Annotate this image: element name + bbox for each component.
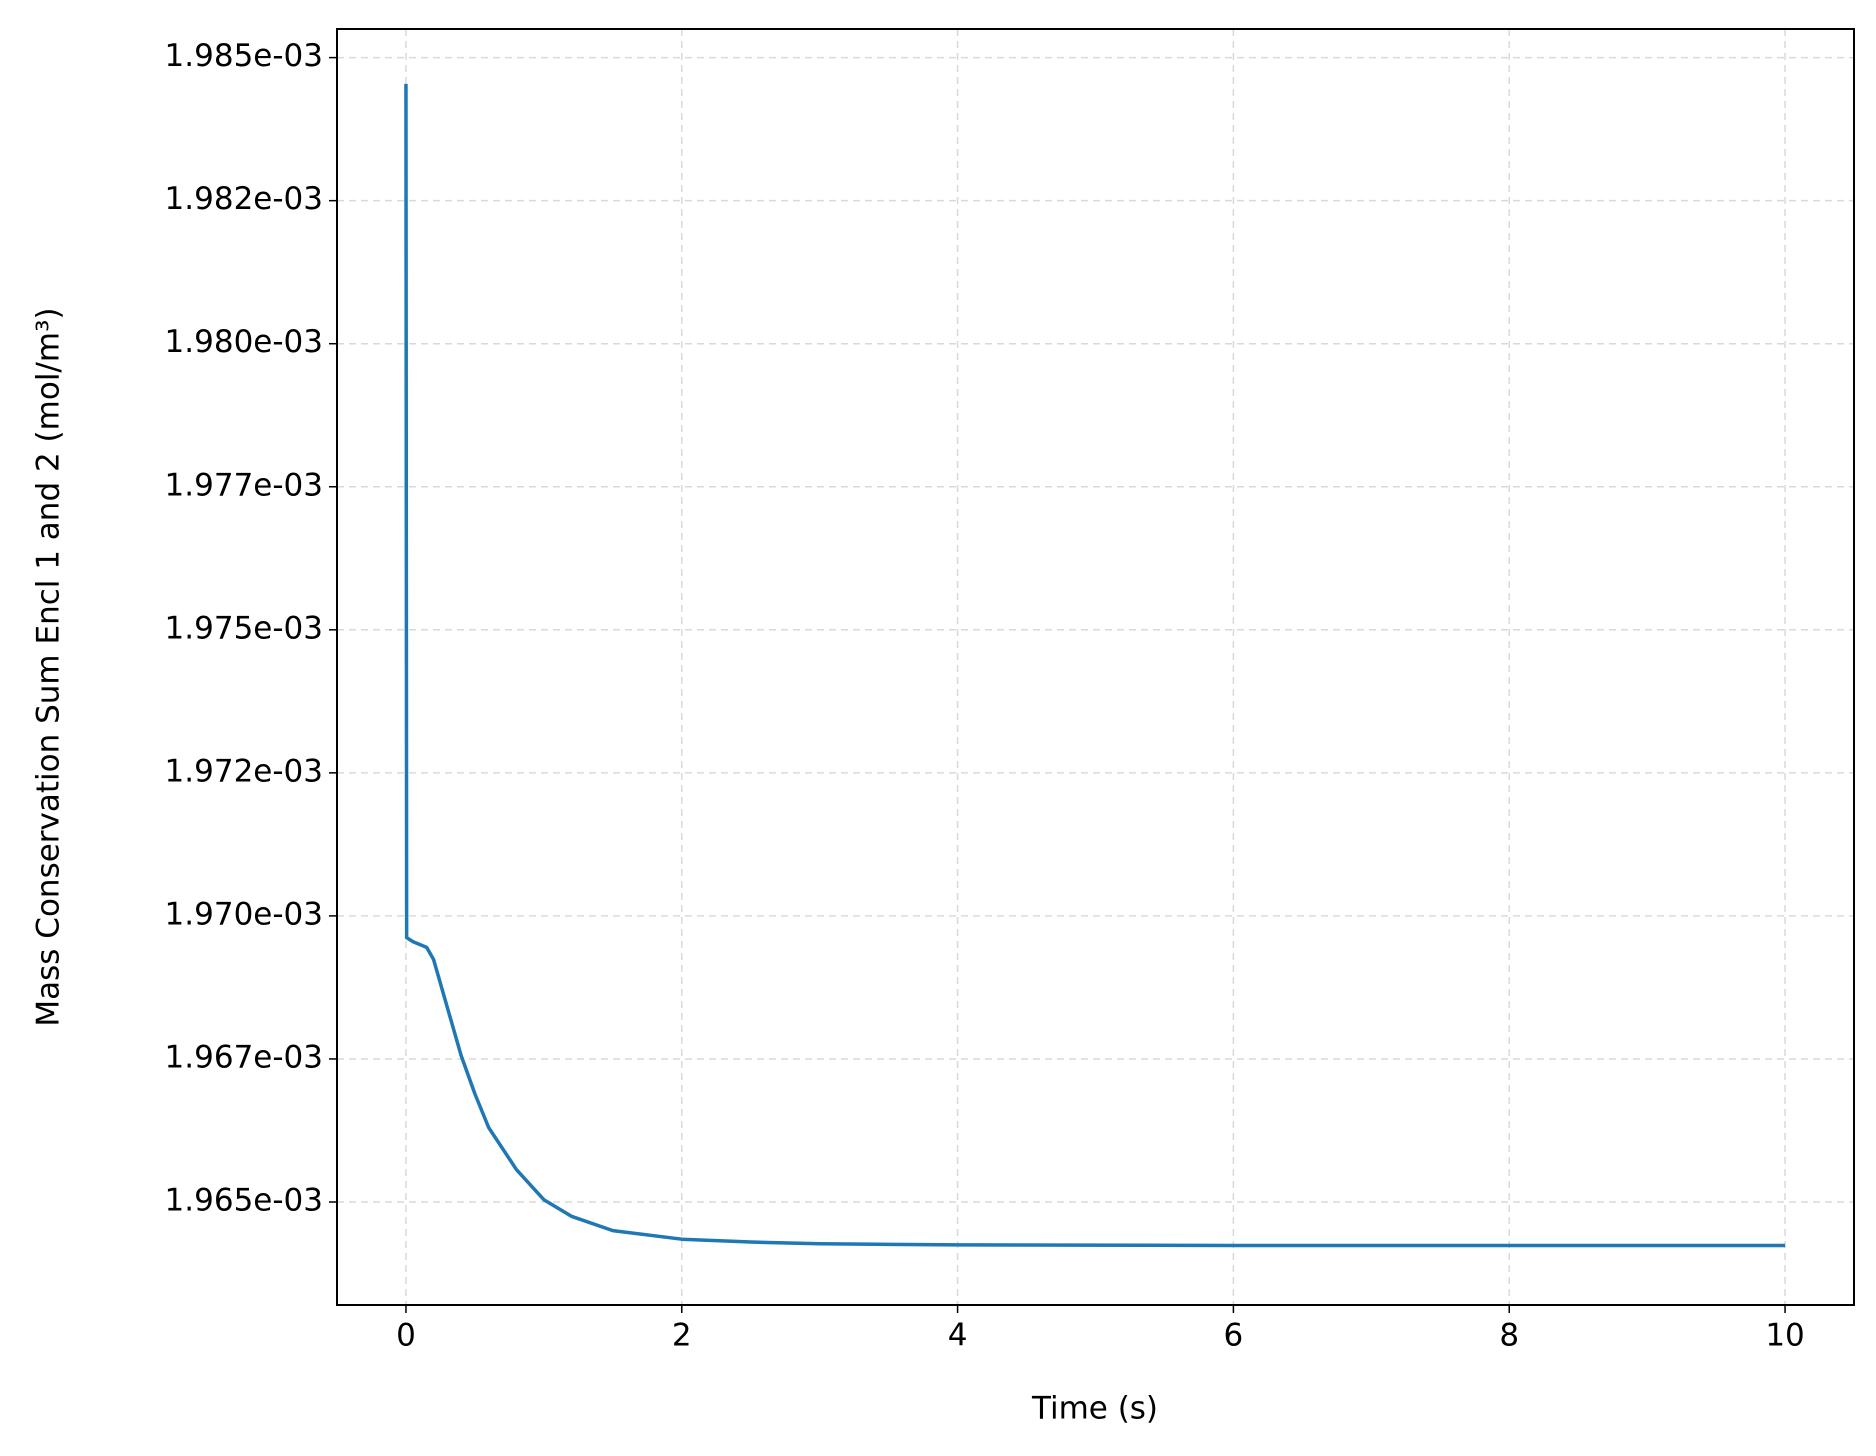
x-tick-label: 8 (1499, 1318, 1519, 1354)
y-tick-label: 1.965e-03 (165, 1183, 323, 1219)
y-tick-label: 1.980e-03 (165, 324, 323, 360)
x-axis-label: Time (s) (1031, 1391, 1158, 1427)
x-tick-label: 6 (1224, 1318, 1244, 1354)
plot-frame (336, 28, 1855, 1306)
x-tick-label: 4 (948, 1318, 968, 1354)
x-tick-label: 10 (1765, 1318, 1804, 1354)
data-line (404, 83, 1786, 1248)
y-tick-label: 1.972e-03 (165, 753, 323, 789)
y-tick-label: 1.970e-03 (165, 896, 323, 932)
x-tick-label: 2 (672, 1318, 692, 1354)
y-tick-label: 1.982e-03 (165, 181, 323, 217)
y-tick-label: 1.975e-03 (165, 610, 323, 646)
y-tick-label: 1.977e-03 (165, 467, 323, 503)
y-axis-label: Mass Conservation Sum Encl 1 and 2 (mol/… (31, 307, 67, 1026)
y-tick-label: 1.985e-03 (165, 38, 323, 74)
x-tick-label: 0 (396, 1318, 416, 1354)
y-tick-label: 1.967e-03 (165, 1039, 323, 1075)
